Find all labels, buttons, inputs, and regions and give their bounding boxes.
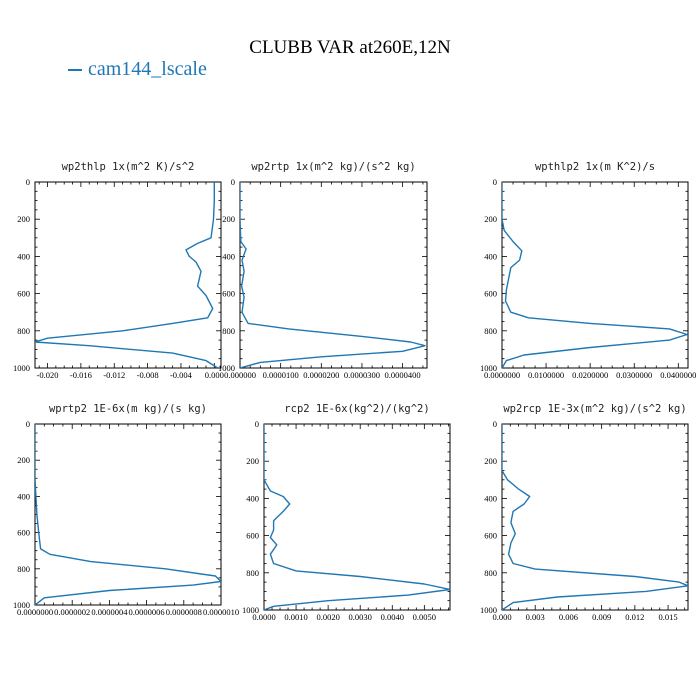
legend-entry-label: cam144_lscale <box>88 58 207 80</box>
figure-title: CLUBB VAR at260E,12N <box>249 37 451 58</box>
y-tick-label: 600 <box>222 289 235 299</box>
y-tick-label: 600 <box>246 531 259 541</box>
panel-title: wp2thlp 1x(m^2 K)/s^2 <box>62 161 195 173</box>
x-tick-label: 0.003 <box>526 612 545 622</box>
x-tick-label: -0.004 <box>170 370 193 380</box>
y-tick-label: 600 <box>484 531 497 541</box>
series-line-1 <box>240 182 426 368</box>
x-tick-label: -0.008 <box>137 370 159 380</box>
y-tick-label: 400 <box>222 251 235 261</box>
y-tick-label: 400 <box>484 493 497 503</box>
x-tick-label: -0.012 <box>103 370 125 380</box>
x-tick-label: 0.0400000 <box>660 370 696 380</box>
y-tick-label: 0 <box>26 419 30 429</box>
y-tick-label: 1000 <box>242 605 259 615</box>
y-tick-label: 800 <box>484 568 497 578</box>
plot-frame <box>263 423 451 611</box>
y-tick-label: 0 <box>26 177 30 187</box>
x-tick-label: 0.0000008 <box>166 607 202 617</box>
x-tick-label: 0.000 <box>492 612 511 622</box>
x-tick-label: 0.0000300 <box>344 370 380 380</box>
x-tick-label: -0.016 <box>70 370 92 380</box>
y-tick-label: 1000 <box>218 363 235 373</box>
y-tick-label: 600 <box>17 528 30 538</box>
y-tick-label: 0 <box>493 177 497 187</box>
plot-frame <box>34 181 222 369</box>
x-tick-label: 0.012 <box>625 612 644 622</box>
x-tick-label: 0.0000006 <box>129 607 165 617</box>
y-tick-label: 800 <box>17 564 30 574</box>
x-tick-label: 0.0000000 <box>17 607 53 617</box>
x-tick-label: 0.0020 <box>316 612 339 622</box>
plot-frame <box>501 181 689 369</box>
y-tick-label: 400 <box>17 251 30 261</box>
y-tick-label: 200 <box>17 214 30 224</box>
y-tick-label: 200 <box>222 214 235 224</box>
series-line-1 <box>502 182 688 368</box>
plot-frame <box>501 423 689 611</box>
panel-2: wp2rtp 1x(m^2 kg)/(s^2 kg) 0 200 400 600 800 1… <box>218 161 428 380</box>
x-tick-label: 0.0000002 <box>54 607 90 617</box>
y-tick-label: 400 <box>17 491 30 501</box>
series-line-1 <box>502 424 688 610</box>
series-line-1 <box>264 424 450 610</box>
y-tick-label: 1000 <box>480 605 497 615</box>
x-tick-label: 0.0000200 <box>303 370 339 380</box>
y-tick-label: 800 <box>246 568 259 578</box>
y-tick-label: 400 <box>484 251 497 261</box>
x-tick-label: 0.0000 <box>252 612 275 622</box>
panel-4: wprtp2 1E-6x(m kg)/(s kg) 0 200 400 600 800 10… <box>13 403 239 617</box>
y-tick-label: 800 <box>484 326 497 336</box>
x-tick-label: 0.015 <box>659 612 678 622</box>
x-tick-label: 0.0000000 <box>484 370 520 380</box>
x-tick-label: 0.0050 <box>413 612 436 622</box>
y-tick-label: 1000 <box>13 600 30 610</box>
series-line-1 <box>35 424 221 605</box>
panel-3: wpthlp2 1x(m K^2)/s 0 200 400 600 800 10000.00… <box>480 161 696 380</box>
panel-title: wp2rtp 1x(m^2 kg)/(s^2 kg) <box>251 161 415 173</box>
y-tick-label: 200 <box>17 455 30 465</box>
x-tick-label: 0.0200000 <box>572 370 608 380</box>
y-tick-label: 200 <box>246 456 259 466</box>
y-tick-label: 1000 <box>13 363 30 373</box>
x-tick-label: 0.0000100 <box>263 370 299 380</box>
y-tick-label: 0 <box>231 177 235 187</box>
y-tick-label: 600 <box>17 289 30 299</box>
x-tick-label: -0.020 <box>37 370 59 380</box>
series-line-1 <box>35 182 219 368</box>
x-tick-label: 0.0100000 <box>528 370 564 380</box>
x-tick-label: 0.0300000 <box>616 370 652 380</box>
panel-1: wp2thlp 1x(m^2 K)/s^2 0 200 400 600 800 1000 -0… <box>13 161 224 380</box>
x-tick-label: 0.0000004 <box>91 607 128 617</box>
x-tick-label: 0.009 <box>592 612 611 622</box>
x-tick-label: 0.006 <box>559 612 578 622</box>
x-tick-label: 0.0010 <box>284 612 307 622</box>
y-tick-label: 800 <box>222 326 235 336</box>
y-tick-label: 600 <box>484 289 497 299</box>
y-tick-label: 200 <box>484 214 497 224</box>
legend-line-swatch <box>68 69 82 72</box>
y-tick-label: 400 <box>246 493 259 503</box>
x-tick-label: 0.000000 <box>224 370 256 380</box>
x-tick-label: 0.0040 <box>381 612 404 622</box>
legend: cam144_lscale <box>68 58 207 81</box>
y-tick-label: 800 <box>17 326 30 336</box>
panel-6: wp2rcp 1E-3x(m^2 kg)/(s^2 kg) 0 200 400 600 8… <box>480 403 689 622</box>
y-tick-label: 0 <box>255 419 259 429</box>
x-tick-label: 0.000 <box>205 370 224 380</box>
x-tick-label: 0.0030 <box>349 612 372 622</box>
panel-title: wprtp2 1E-6x(m kg)/(s kg) <box>49 403 207 415</box>
panel-title: wp2rcp 1E-3x(m^2 kg)/(s^2 kg) <box>503 403 686 415</box>
panel-title: wpthlp2 1x(m K^2)/s <box>535 161 655 173</box>
y-tick-label: 0 <box>493 419 497 429</box>
panel-title: rcp2 1E-6x(kg^2)/(kg^2) <box>284 403 429 415</box>
y-tick-label: 200 <box>484 456 497 466</box>
x-tick-label: 0.0000400 <box>385 370 421 380</box>
plot-frame <box>34 423 222 606</box>
x-tick-label: 0.0000010 <box>203 607 239 617</box>
panel-5: rcp2 1E-6x(kg^2)/(kg^2) 0 200 400 600 800 1000… <box>242 403 451 622</box>
y-tick-label: 1000 <box>480 363 497 373</box>
